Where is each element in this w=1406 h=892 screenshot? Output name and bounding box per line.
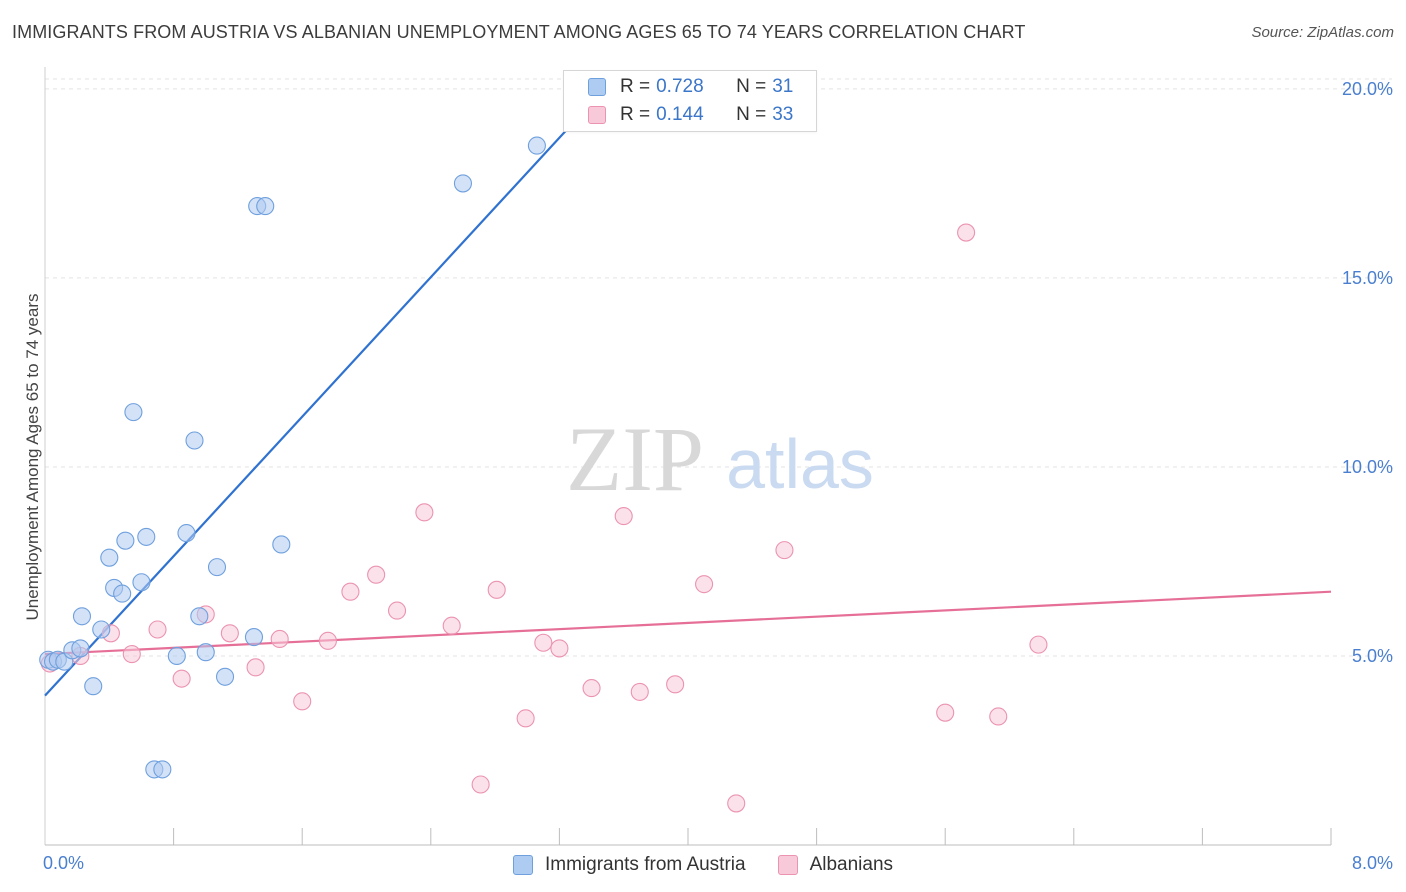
watermark: ZIP atlas [566,408,874,510]
legend-swatch-albanians [777,855,798,875]
point-albanians [630,682,649,701]
grid-lines [45,78,1392,657]
watermark-atlas: atlas [726,425,874,503]
y-tick-label: 15.0% [1342,268,1393,288]
point-austria [196,643,215,662]
point-albanians [727,794,746,813]
point-albanians [989,707,1008,726]
point-albanians [341,582,360,601]
legend-label-austria: Immigrants from Austria [544,854,746,875]
point-austria [185,431,204,450]
point-albanians [293,692,312,711]
point-albanians [220,624,239,643]
point-albanians [387,601,407,620]
point-austria [215,667,235,686]
point-albanians [172,669,191,688]
legend-n-label: N = [736,104,767,125]
y-tick-label: 5.0% [1352,646,1393,666]
trendline-albanians [44,590,1332,656]
point-albanians [534,633,553,652]
point-austria [272,535,291,554]
legend-n-value-albanians: 33 [772,104,794,125]
point-albanians [666,675,685,694]
trend-lines [44,88,1332,697]
point-albanians [550,639,569,658]
point-albanians [516,709,535,728]
trendline-austria [44,88,606,697]
point-austria [113,584,132,603]
legend-row-albanians: R = 0.144 N = 33 [588,101,793,129]
x-tick-label: 0.0% [43,853,84,873]
y-axis-label: Unemployment Among Ages 65 to 74 years [23,294,42,621]
point-albanians [442,616,461,635]
point-austria [84,677,103,696]
legend-r-label: R = [620,104,651,125]
chart-title: IMMIGRANTS FROM AUSTRIA VS ALBANIAN UNEM… [12,22,1026,42]
legend-label-albanians: Albanians [809,854,894,875]
legend-r-label: R = [620,76,651,97]
point-albanians [246,658,265,677]
point-albanians [367,565,386,584]
y-tick-label: 20.0% [1342,79,1393,99]
point-austria [72,607,92,626]
series-legend: Immigrants from Austria Albanians [0,852,1406,878]
point-albanians [471,775,490,794]
legend-r-value-austria: 0.728 [656,76,704,97]
legend-r-value-albanians: 0.144 [656,104,704,125]
point-austria [527,136,546,155]
axes [44,67,1332,846]
legend-swatch-austria [512,855,533,875]
data-points [39,136,1048,813]
point-austria [177,524,196,543]
legend-swatch-albanians [588,106,606,124]
correlation-legend: R = 0.728 N = 31 R = 0.144 N = 33 [563,70,817,132]
point-albanians [614,507,633,526]
point-albanians [957,223,976,242]
legend-n-label: N = [736,76,767,97]
point-albanians [122,645,141,664]
legend-swatch-austria [588,78,606,96]
point-austria [132,573,151,592]
point-austria [92,620,111,639]
point-austria [124,403,143,422]
legend-item-austria[interactable]: Immigrants from Austria [512,854,746,876]
point-austria [207,558,227,577]
point-austria [100,548,119,567]
y-tick-label: 10.0% [1342,457,1393,477]
point-albanians [318,631,337,650]
point-albanians [487,580,506,599]
point-albanians [582,679,601,698]
legend-n-value-austria: 31 [772,76,794,97]
legend-item-albanians[interactable]: Albanians [777,854,894,876]
point-austria [190,607,209,626]
x-tick-label: 8.0% [1352,853,1393,873]
point-austria [244,628,264,647]
source-label: Source: ZipAtlas.com [1251,24,1394,41]
point-austria [153,760,172,779]
point-albanians [148,620,167,639]
point-austria [137,527,156,546]
point-albanians [1029,635,1048,654]
point-albanians [775,541,794,560]
watermark-zip: ZIP [566,408,704,510]
legend-row-austria: R = 0.728 N = 31 [588,73,793,101]
point-austria [71,639,90,658]
point-austria [256,197,275,216]
point-austria [453,174,473,193]
point-austria [116,531,135,550]
point-albanians [936,703,955,722]
point-albanians [270,629,289,649]
point-albanians [415,503,434,522]
point-albanians [695,575,714,594]
point-austria [167,646,186,666]
tick-labels: 5.0% 10.0% 15.0% 20.0% 0.0% 8.0% [43,79,1393,873]
